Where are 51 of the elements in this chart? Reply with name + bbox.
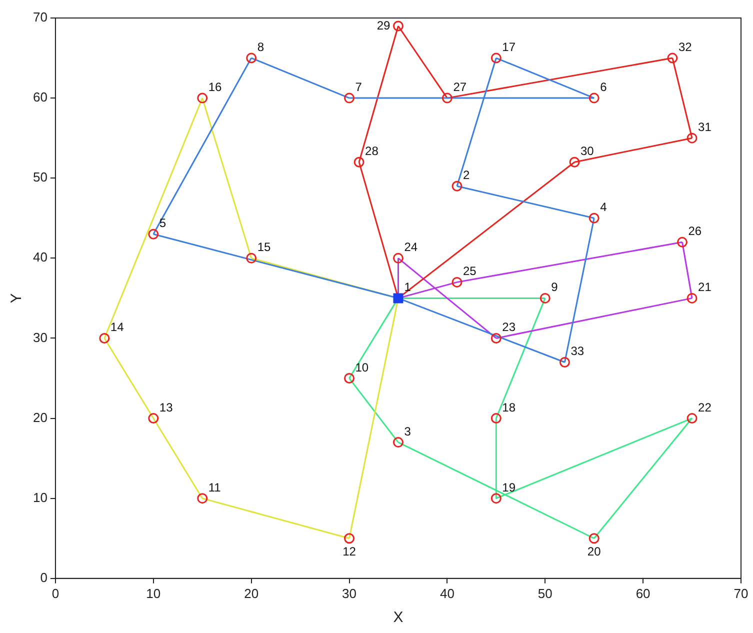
x-tick-label: 70 [734,586,748,601]
annotation: 32 [678,40,692,54]
annotation: 28 [365,144,379,158]
x-tick-label: 20 [244,586,259,601]
annotation: 26 [688,224,702,238]
annotation: 20 [587,544,602,559]
annotation: 19 [502,480,516,494]
annotation: 8 [257,40,264,54]
annotation: 10 [355,360,369,374]
annotation: 15 [257,240,271,254]
annotation: 12 [342,544,356,559]
annotation: 25 [462,264,477,278]
annotation: 17 [502,40,516,54]
y-tick-label: 50 [32,170,48,185]
y-tick-label: 0 [40,570,48,585]
annotation: 3 [404,424,412,438]
annotation: 30 [580,144,594,158]
annotation: 5 [159,216,166,230]
annotation: 2 [462,168,470,182]
annotation: 9 [551,280,558,294]
x-tick-label: 40 [440,586,454,601]
annotation: 7 [355,80,362,94]
annotation: 22 [698,400,712,414]
annotation: 27 [453,80,467,94]
annotation: 31 [698,120,712,134]
annotation: 29 [376,18,391,32]
annotation: 6 [600,80,608,94]
annotation: 1 [404,280,412,294]
y-tick-label: 60 [32,90,48,105]
x-tick-label: 0 [52,586,60,601]
y-tick-label: 20 [32,410,48,425]
annotation: 4 [600,200,608,214]
x-tick-label: 30 [342,586,356,601]
x-axis-title: X [393,609,404,626]
annotation: 14 [110,320,124,334]
x-tick-label: 50 [538,586,552,601]
annotation: 18 [502,400,516,414]
y-tick-label: 30 [32,330,48,345]
annotation: 13 [159,400,174,414]
x-tick-label: 60 [636,586,650,601]
y-tick-label: 10 [32,490,48,505]
y-tick-label: 40 [32,250,48,265]
annotation: 24 [404,240,418,254]
annotation: 16 [208,80,222,94]
annotation: 21 [698,280,712,294]
annotation: 23 [502,320,516,334]
annotation: 11 [208,480,222,494]
y-axis-title: Y [8,293,26,304]
annotation: 33 [570,344,584,358]
x-tick-label: 10 [146,586,161,601]
y-tick-label: 70 [32,10,48,25]
